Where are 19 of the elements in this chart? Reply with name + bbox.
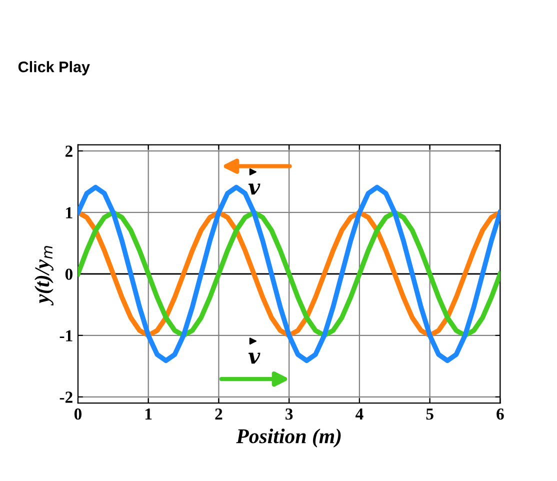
x-axis-title: Position (m) (236, 428, 341, 448)
x-tick-label: 4 (356, 408, 364, 420)
y-tick-label: 0 (65, 268, 72, 280)
x-tick-label: 0 (74, 408, 82, 420)
line-series (78, 210, 500, 338)
y-tick-label: 1 (66, 207, 72, 218)
x-tick-label: 1 (146, 408, 152, 420)
y-axis-title: y(t)/y$_{m}$ (34, 246, 54, 306)
text: Click Play (18, 61, 90, 76)
line-series (78, 184, 500, 364)
y-tick-label: -2 (60, 392, 72, 403)
y-tick-label: 2 (65, 146, 72, 157)
x-tick-label: 6 (496, 408, 504, 420)
annotation: v (248, 352, 260, 364)
y-tick-label: -1 (60, 330, 72, 342)
x-tick-label: 3 (286, 408, 293, 420)
x-tick-label: 2 (215, 408, 222, 420)
annotation: v (248, 184, 260, 194)
x-tick-label: 5 (426, 408, 434, 420)
